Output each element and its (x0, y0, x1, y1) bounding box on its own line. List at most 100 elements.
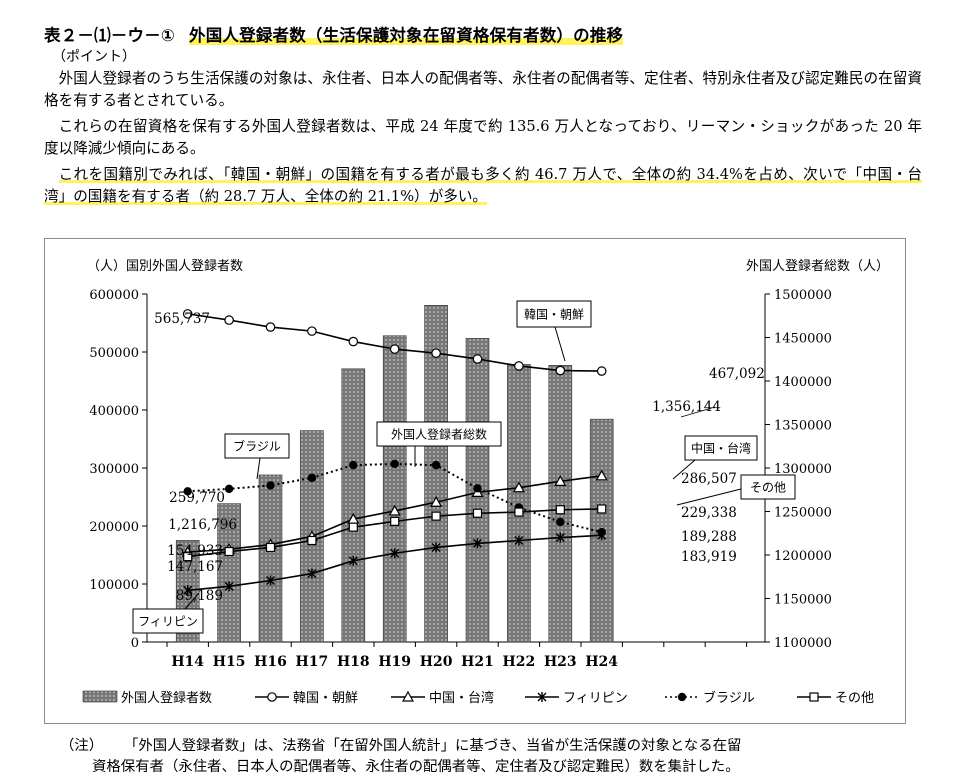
x-tick-label: H21 (461, 654, 494, 670)
marker-philippines (224, 581, 234, 592)
callout-pointer (672, 459, 696, 480)
marker-brazil (307, 473, 317, 483)
marker-brazil (183, 487, 192, 496)
data-label: 183,919 (681, 549, 737, 565)
data-label: 1,216,796 (168, 517, 237, 533)
marker-other (390, 516, 400, 526)
data-label: 147,167 (167, 559, 223, 575)
left-tick-label: 600000 (89, 288, 139, 303)
marker-china (554, 475, 567, 486)
marker-brazil (266, 481, 275, 490)
marker-korea (389, 344, 400, 354)
callout-box (224, 433, 290, 459)
marker-brazil (390, 459, 399, 469)
marker-china (512, 481, 525, 493)
marker-korea (431, 348, 441, 358)
bar-total (424, 305, 448, 643)
marker-brazil (473, 484, 482, 493)
x-tick-label: H19 (378, 654, 411, 670)
left-tick-label: 200000 (89, 520, 139, 535)
section-title: 外国人登録者数（生活保護対象在留資格保有者数）の推移 (189, 26, 624, 45)
legend-label: ブラジル (703, 690, 755, 706)
marker-philippines (390, 548, 400, 559)
callout-label: 外国人登録者総数 (391, 427, 487, 442)
marker-other (472, 508, 483, 518)
callout-label: フィリピン (138, 615, 198, 629)
bar-total (258, 474, 283, 643)
marker-china (388, 504, 401, 516)
section-number: 表２－⑴－ウ－① (44, 26, 176, 45)
marker-korea (224, 315, 234, 325)
legend-label: その他 (835, 691, 874, 706)
legend-label: 中国・台湾 (429, 690, 494, 706)
x-tick-label: H18 (337, 654, 370, 670)
marker-other (555, 505, 565, 515)
x-tick-label: H24 (585, 654, 618, 670)
section-heading: 表２－⑴－ウ－① 外国人登録者数（生活保護対象在留資格保有者数）の推移 (44, 22, 944, 46)
marker-philippines (266, 575, 275, 586)
bar-total (341, 368, 366, 643)
bar-total (382, 335, 407, 643)
callout-label: ブラジル (233, 439, 281, 454)
marker-brazil (224, 484, 234, 494)
x-tick-label: H16 (254, 654, 287, 670)
marker-korea (265, 322, 276, 332)
x-tick-label: H17 (296, 654, 329, 670)
right-tick-label: 1400000 (774, 375, 832, 390)
data-label: 259,770 (169, 490, 225, 506)
marker-korea (307, 326, 317, 336)
left-tick-label: 400000 (89, 404, 139, 419)
marker-other (265, 542, 276, 553)
marker-brazil (431, 460, 441, 470)
paragraph-3: これを国籍別でみれば、「韓国・朝鮮」の国籍を有する者が最も多く約 46.7 万人… (44, 164, 922, 208)
callout-label: 韓国・朝鮮 (524, 308, 584, 322)
foreign-resident-chart: 0 100000 200000 300000 400000 500000 600000 110… (82, 259, 889, 706)
right-tick-label: 1150000 (774, 593, 832, 608)
bar-total (217, 503, 241, 643)
right-tick-label: 1250000 (774, 506, 832, 521)
leader-line (680, 406, 716, 418)
paragraph-2: これらの在留資格を保有する外国人登録者数は、平成 24 年度で約 135.6 万… (44, 118, 922, 157)
marker-korea (596, 366, 607, 376)
marker-philippines (183, 585, 193, 596)
x-tick-label: H14 (171, 654, 204, 670)
marker-brazil (677, 692, 687, 702)
callout-pointer (256, 457, 261, 480)
callout-label: その他 (750, 481, 786, 495)
data-label: 154,933 (167, 543, 223, 559)
x-tick-label: H15 (213, 654, 246, 670)
callout-box (132, 608, 204, 634)
marker-korea (348, 336, 359, 347)
marker-philippines (473, 538, 482, 549)
left-tick-label: 0 (131, 636, 139, 651)
left-tick-label: 100000 (89, 578, 139, 593)
data-label: 229,338 (681, 505, 737, 521)
marker-other (307, 535, 317, 546)
marker-korea (555, 365, 566, 376)
callout-box (684, 435, 758, 461)
marker-philippines (348, 555, 358, 566)
marker-philippines (307, 568, 317, 579)
marker-philippines (537, 692, 547, 702)
marker-brazil (556, 517, 565, 527)
data-label: 467,092 (709, 366, 765, 382)
callout-pointer (184, 592, 200, 610)
left-axis-label: （人）国別外国人登録者数 (87, 259, 243, 274)
marker-philippines (514, 535, 524, 546)
marker-korea (182, 309, 193, 319)
marker-other (809, 692, 819, 702)
data-label: 286,507 (681, 471, 737, 487)
marker-philippines (431, 542, 441, 553)
marker-china (595, 469, 608, 481)
marker-china (430, 495, 443, 507)
left-tick-label: 300000 (89, 462, 139, 477)
right-tick-label: 1500000 (774, 288, 832, 303)
marker-other (183, 552, 193, 562)
marker-korea (514, 361, 524, 371)
callout-pointer (676, 488, 742, 506)
right-tick-label: 1100000 (774, 636, 832, 651)
marker-other (514, 507, 524, 517)
point-label: （ポイント） (52, 49, 136, 65)
callout-box (376, 421, 502, 447)
right-tick-label: 1200000 (774, 549, 832, 564)
